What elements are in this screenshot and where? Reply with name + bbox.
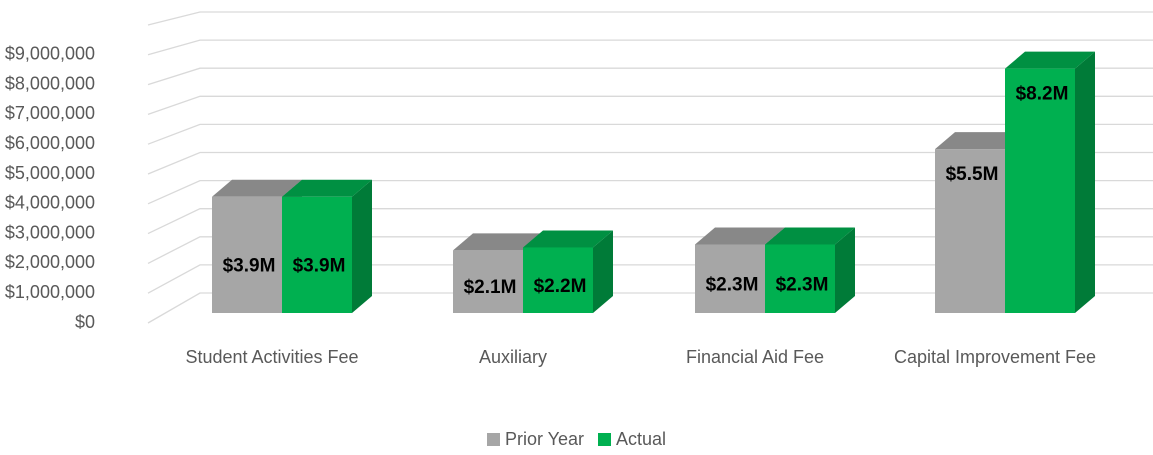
bar-front xyxy=(935,149,1005,313)
x-tick-label: Capital Improvement Fee xyxy=(893,347,1097,367)
bar xyxy=(523,230,613,313)
y-tick-label: $6,000,000 xyxy=(5,133,95,153)
bar-side xyxy=(352,179,372,313)
grid-line xyxy=(147,39,1153,56)
legend-swatch xyxy=(598,433,612,446)
legend-swatch xyxy=(486,433,500,446)
y-tick-label: $0 xyxy=(75,312,95,332)
y-tick-label: $5,000,000 xyxy=(5,163,95,183)
data-label: $2.1M xyxy=(464,277,517,298)
legend-item: Prior Year xyxy=(486,429,585,450)
bar-side xyxy=(835,227,855,313)
legend-item: Actual xyxy=(598,429,666,450)
data-label: $2.3M xyxy=(776,275,829,296)
y-tick-label: $8,000,000 xyxy=(5,73,95,93)
bar-top xyxy=(523,230,613,248)
x-tick-label: Financial Aid Fee xyxy=(685,347,825,367)
x-tick-label: Auxiliary xyxy=(478,347,548,367)
data-label: $3.9M xyxy=(223,256,276,277)
grid-line xyxy=(147,123,1153,145)
data-label: $3.9M xyxy=(293,256,346,277)
grid-line xyxy=(147,95,1153,116)
y-tick-label: $4,000,000 xyxy=(5,193,95,213)
bar-front xyxy=(212,196,282,313)
legend-label: Prior Year xyxy=(504,429,585,449)
bar-front xyxy=(695,244,765,313)
bar xyxy=(1005,51,1095,313)
data-label: $8.2M xyxy=(1016,84,1069,105)
bar-top xyxy=(765,227,855,245)
grid-line xyxy=(147,67,1153,86)
bar-top xyxy=(1005,51,1095,69)
bar-front xyxy=(282,196,352,313)
y-tick-label: $2,000,000 xyxy=(5,252,95,272)
y-tick-label: $7,000,000 xyxy=(5,103,95,123)
bar-top xyxy=(212,179,302,197)
bar-front xyxy=(1005,68,1075,313)
bar-front xyxy=(453,250,523,313)
bar xyxy=(765,227,855,313)
data-label: $5.5M xyxy=(946,164,999,185)
bar-front xyxy=(765,244,835,313)
grid-line xyxy=(147,151,1153,175)
frame-line xyxy=(147,11,1153,26)
data-label: $2.3M xyxy=(706,275,759,296)
bar-front xyxy=(523,247,593,313)
bar-top xyxy=(695,227,785,245)
data-label: $2.2M xyxy=(534,276,587,297)
bar-top xyxy=(282,179,372,197)
bar xyxy=(282,179,372,313)
y-tick-label: $3,000,000 xyxy=(5,222,95,242)
bar-top xyxy=(453,233,543,251)
legend-label: Actual xyxy=(616,429,667,449)
y-tick-label: $9,000,000 xyxy=(5,44,95,64)
x-tick-label: Student Activities Fee xyxy=(185,347,359,367)
bar-top xyxy=(935,132,1025,150)
bar-side xyxy=(1075,51,1095,313)
y-tick-label: $1,000,000 xyxy=(5,282,95,302)
grid-line xyxy=(147,179,1153,205)
grid-line xyxy=(147,208,1153,235)
bar-side xyxy=(593,230,613,313)
legend: Prior Year Actual xyxy=(0,429,1153,450)
